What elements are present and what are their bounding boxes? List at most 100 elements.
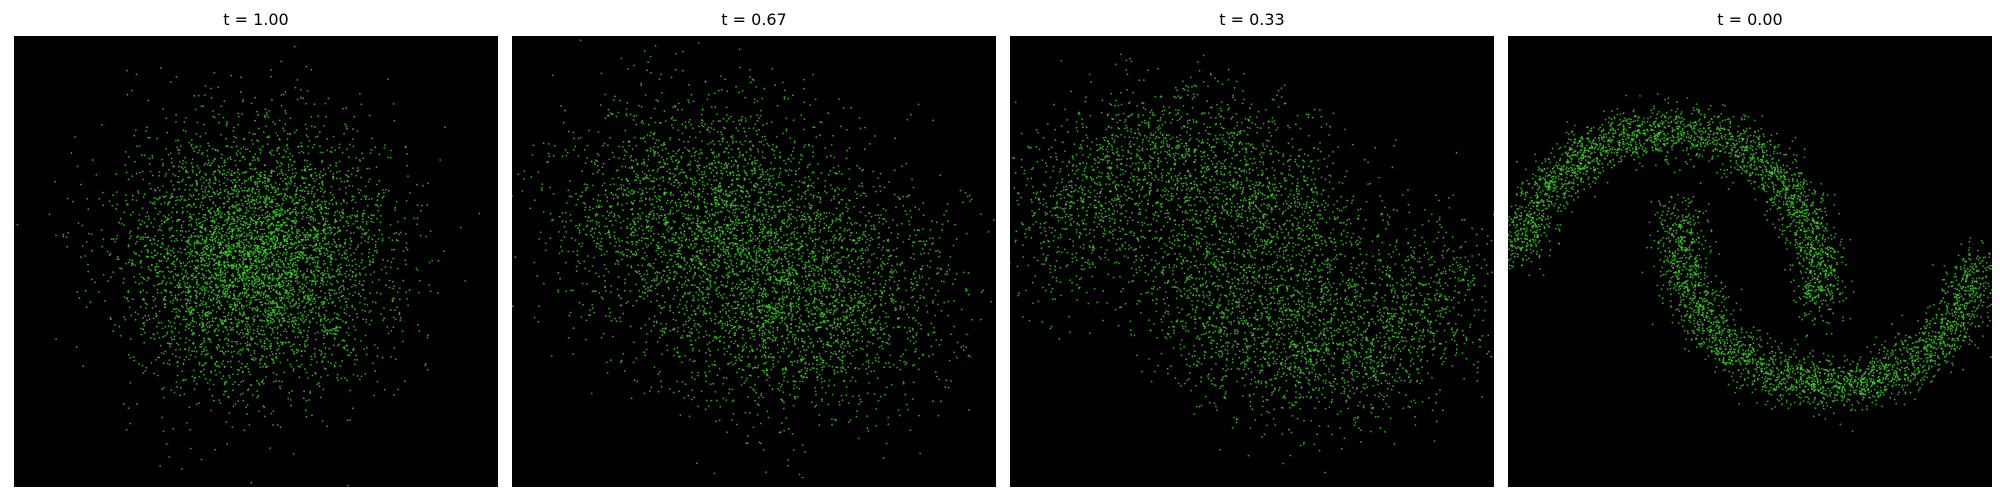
scatter-point [269, 319, 272, 322]
scatter-point [258, 383, 261, 386]
scatter-point [219, 206, 221, 209]
scatter-point [280, 163, 283, 166]
scatter-point [145, 291, 148, 294]
scatter-point [212, 216, 214, 219]
scatter-point [280, 207, 282, 210]
scatter-point [323, 247, 325, 249]
scatter-point [294, 252, 297, 255]
scatter-point [302, 287, 305, 289]
scatter-point [195, 283, 198, 285]
scatter-point [266, 214, 269, 217]
scatter-point [187, 300, 189, 303]
scatter-point [354, 338, 356, 341]
scatter-point [286, 187, 289, 189]
scatter-point [235, 237, 237, 240]
scatter-point [274, 243, 277, 246]
scatter-point [131, 194, 134, 197]
scatter-point [245, 238, 248, 241]
scatter-point [232, 141, 235, 143]
scatter-point [149, 269, 152, 272]
scatter-point [140, 327, 142, 330]
scatter-point [212, 232, 215, 235]
scatter-point [210, 357, 213, 360]
scatter-point [351, 318, 354, 321]
scatter-point [343, 340, 346, 342]
scatter-point [242, 277, 244, 280]
scatter-point [225, 267, 228, 269]
scatter-point [225, 231, 228, 234]
scatter-point [334, 245, 337, 248]
scatter-point [270, 314, 273, 317]
scatter-point [255, 247, 257, 249]
scatter-point [199, 231, 202, 234]
scatter-point [156, 332, 159, 335]
scatter-point [370, 220, 373, 223]
scatter-point [219, 197, 221, 200]
scatter-point [185, 356, 188, 358]
scatter-point [223, 296, 226, 298]
scatter-point [295, 206, 297, 209]
scatter-point [276, 317, 279, 319]
scatter-point [65, 236, 68, 239]
scatter-point [364, 185, 367, 188]
scatter-point [149, 239, 152, 242]
scatter-point [210, 280, 213, 283]
scatter-point [317, 296, 320, 299]
scatter-point [296, 264, 298, 267]
scatter-point [287, 295, 289, 297]
scatter-point [326, 425, 328, 428]
scatter-point [337, 297, 340, 299]
scatter-point [308, 256, 311, 259]
scatter-point [242, 314, 245, 316]
scatter-point [164, 248, 167, 251]
scatter-point [393, 232, 396, 235]
scatter-point [165, 117, 168, 120]
scatter-point [225, 184, 228, 187]
scatter-point [192, 213, 195, 216]
scatter-point [304, 204, 307, 206]
scatter-point [409, 192, 411, 194]
scatter-point [295, 193, 298, 196]
scatter-point [341, 360, 343, 363]
scatter-point [199, 221, 202, 224]
scatter-point [293, 326, 296, 329]
scatter-point [340, 202, 343, 205]
scatter-point [228, 232, 230, 235]
scatter-point [321, 420, 324, 422]
scatter-point [276, 327, 279, 330]
scatter-point [307, 314, 310, 316]
scatter-point [220, 284, 222, 287]
scatter-point [201, 176, 203, 178]
scatter-point [204, 252, 207, 255]
scatter-point [259, 293, 261, 295]
scatter-point [218, 300, 221, 303]
scatter-point [283, 222, 286, 224]
scatter-point [314, 280, 317, 283]
scatter-point [215, 256, 218, 259]
scatter-point [265, 376, 267, 378]
scatter-point [195, 297, 198, 299]
scatter-point [205, 269, 208, 272]
scatter-point [244, 212, 246, 215]
scatter-point [436, 292, 439, 294]
scatter-point [187, 239, 190, 241]
scatter-point [320, 246, 323, 248]
scatter-point [357, 227, 360, 230]
scatter-point [268, 300, 271, 302]
scatter-point [251, 289, 254, 292]
scatter-point [279, 266, 282, 269]
scatter-point [269, 245, 272, 248]
scatter-point [464, 280, 467, 282]
scatter-point [227, 360, 229, 363]
scatter-point [278, 308, 280, 311]
scatter-point [137, 313, 139, 315]
scatter-point [268, 110, 271, 112]
scatter-point [261, 266, 264, 269]
scatter-point [266, 284, 269, 287]
scatter-point [264, 176, 267, 179]
scatter-point [195, 302, 197, 304]
scatter-point [168, 342, 171, 345]
scatter-point [129, 422, 132, 425]
scatter-point [210, 253, 213, 256]
scatter-point [356, 358, 358, 361]
